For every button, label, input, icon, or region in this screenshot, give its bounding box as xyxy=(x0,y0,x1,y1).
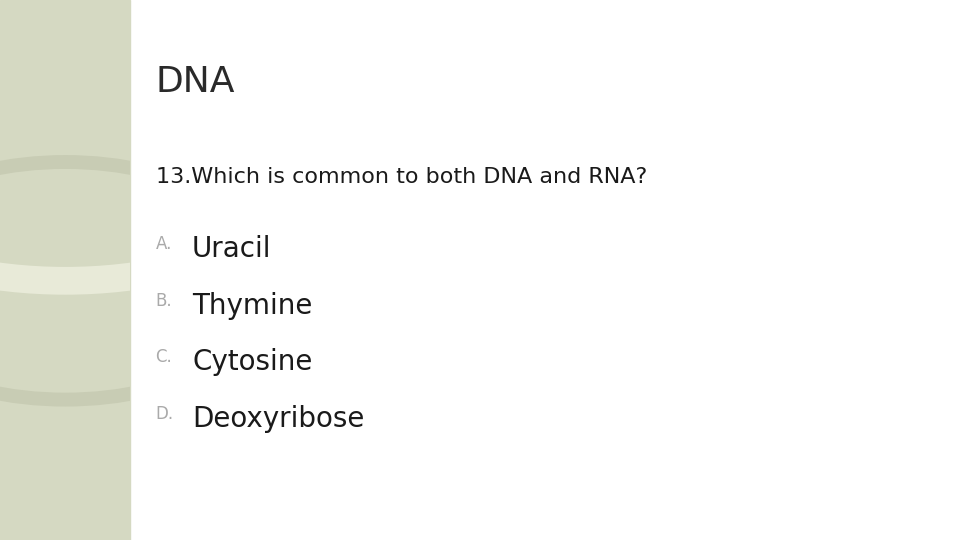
Text: Cytosine: Cytosine xyxy=(192,348,312,376)
Text: A.: A. xyxy=(156,235,172,253)
Text: Thymine: Thymine xyxy=(192,292,312,320)
Text: 13.Which is common to both DNA and RNA?: 13.Which is common to both DNA and RNA? xyxy=(156,167,647,187)
Text: DNA: DNA xyxy=(156,65,235,99)
Text: B.: B. xyxy=(156,292,172,309)
Text: D.: D. xyxy=(156,405,174,423)
Text: Uracil: Uracil xyxy=(192,235,272,263)
Bar xyxy=(0,0,130,540)
Text: C.: C. xyxy=(156,348,172,366)
Text: Deoxyribose: Deoxyribose xyxy=(192,405,365,433)
